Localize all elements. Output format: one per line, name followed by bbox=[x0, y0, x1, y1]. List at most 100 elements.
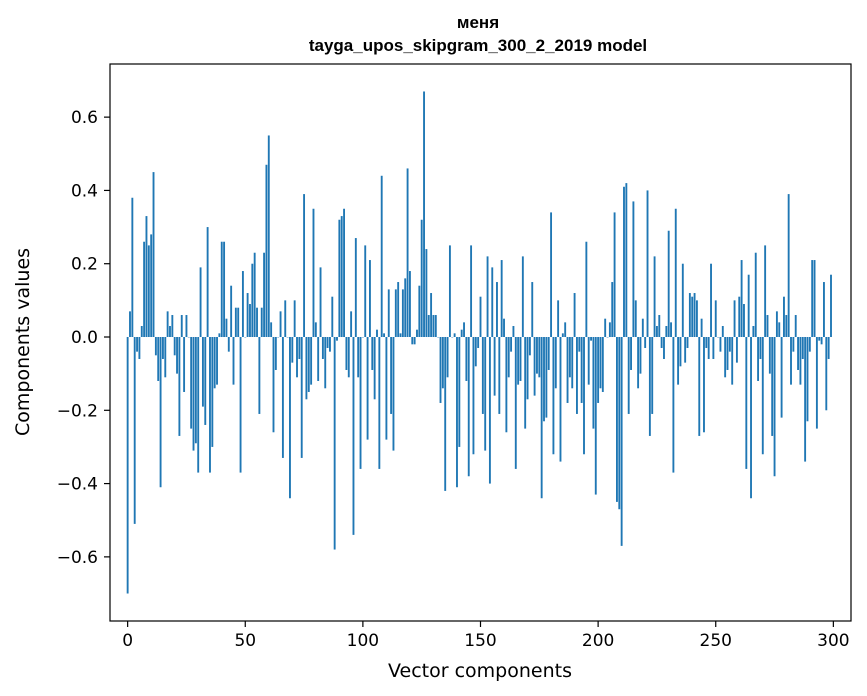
bar-148 bbox=[474, 337, 477, 367]
bar-282 bbox=[790, 337, 792, 385]
bar-261 bbox=[740, 260, 743, 337]
bar-111 bbox=[387, 289, 390, 338]
bar-221 bbox=[646, 190, 649, 337]
bar-173 bbox=[533, 337, 536, 396]
bar-239 bbox=[688, 293, 691, 337]
bar-229 bbox=[665, 326, 668, 337]
bar-159 bbox=[500, 260, 503, 337]
bar-164 bbox=[512, 326, 515, 337]
bar-103 bbox=[369, 260, 371, 337]
bar-222 bbox=[648, 337, 651, 436]
bar-265 bbox=[750, 337, 752, 499]
bar-210 bbox=[620, 337, 623, 546]
bar-93 bbox=[345, 337, 348, 370]
bar-92 bbox=[343, 208, 345, 338]
bar-95 bbox=[350, 311, 353, 337]
bar-299 bbox=[830, 274, 832, 338]
bar-279 bbox=[783, 296, 785, 337]
bar-72 bbox=[296, 337, 298, 378]
bar-145 bbox=[467, 337, 470, 477]
bar-178 bbox=[545, 337, 548, 418]
bar-160 bbox=[503, 318, 505, 337]
bar-101 bbox=[364, 245, 367, 337]
bar-105 bbox=[373, 337, 376, 400]
bar-284 bbox=[794, 315, 797, 338]
y-axis-label: Components values bbox=[12, 248, 34, 436]
y-tick-label: −0.6 bbox=[57, 548, 98, 568]
bar-6 bbox=[140, 326, 143, 337]
bar-292 bbox=[813, 260, 816, 337]
bar-142 bbox=[460, 329, 463, 337]
bar-121 bbox=[411, 337, 414, 345]
bar-287 bbox=[801, 337, 804, 359]
chart-title-line-2: tayga_upos_skipgram_300_2_2019 model bbox=[309, 36, 647, 55]
x-axis-label: Vector components bbox=[388, 660, 572, 682]
bar-212 bbox=[625, 183, 628, 338]
bar-110 bbox=[385, 337, 388, 440]
bar-250 bbox=[714, 300, 717, 337]
bar-168 bbox=[521, 256, 524, 337]
bar-180 bbox=[550, 212, 553, 337]
bar-260 bbox=[738, 296, 741, 337]
bar-35 bbox=[209, 337, 211, 473]
bar-257 bbox=[731, 337, 734, 385]
bar-174 bbox=[536, 337, 538, 374]
bar-3 bbox=[133, 337, 136, 524]
bar-34 bbox=[206, 227, 209, 337]
bar-191 bbox=[576, 337, 578, 414]
bar-290 bbox=[808, 337, 811, 352]
bar-47 bbox=[237, 307, 240, 338]
bar-55 bbox=[256, 307, 258, 338]
bar-277 bbox=[778, 322, 781, 338]
y-tick-label: 0.0 bbox=[71, 328, 98, 348]
bar-28 bbox=[192, 337, 195, 451]
bar-172 bbox=[531, 282, 534, 338]
bar-171 bbox=[528, 337, 531, 356]
bar-67 bbox=[284, 300, 287, 337]
bar-197 bbox=[590, 337, 592, 341]
bar-246 bbox=[705, 337, 708, 348]
bar-125 bbox=[420, 219, 423, 337]
bar-147 bbox=[472, 337, 475, 455]
bar-281 bbox=[787, 194, 790, 337]
bar-135 bbox=[444, 337, 447, 491]
bar-45 bbox=[232, 337, 235, 385]
bar-231 bbox=[670, 322, 672, 338]
bar-140 bbox=[456, 337, 458, 488]
bar-2 bbox=[131, 197, 134, 337]
bar-192 bbox=[578, 337, 581, 352]
bar-74 bbox=[300, 337, 303, 458]
bar-130 bbox=[432, 315, 435, 338]
bar-91 bbox=[340, 216, 343, 338]
bar-223 bbox=[651, 337, 654, 414]
bar-61 bbox=[270, 322, 273, 338]
bar-157 bbox=[496, 282, 498, 338]
bar-152 bbox=[484, 337, 487, 451]
bar-218 bbox=[639, 337, 642, 374]
bar-53 bbox=[251, 263, 254, 337]
bar-17 bbox=[166, 311, 169, 337]
bar-41 bbox=[223, 241, 226, 338]
bar-series bbox=[126, 91, 832, 594]
bar-90 bbox=[338, 219, 341, 337]
bar-4 bbox=[136, 337, 138, 352]
bar-262 bbox=[743, 304, 745, 337]
bar-203 bbox=[604, 318, 607, 337]
bar-242 bbox=[695, 300, 698, 337]
bar-94 bbox=[347, 337, 350, 378]
bar-288 bbox=[804, 337, 807, 462]
bar-36 bbox=[211, 337, 214, 447]
bar-240 bbox=[691, 296, 694, 337]
bar-77 bbox=[307, 337, 310, 392]
bar-297 bbox=[825, 337, 828, 411]
bar-245 bbox=[703, 337, 705, 433]
bar-181 bbox=[552, 337, 555, 455]
bar-196 bbox=[587, 337, 590, 385]
bar-108 bbox=[380, 175, 383, 338]
bar-131 bbox=[434, 315, 437, 338]
bar-194 bbox=[583, 337, 585, 455]
bar-273 bbox=[768, 337, 771, 374]
bar-79 bbox=[312, 208, 315, 338]
bar-13 bbox=[157, 337, 160, 381]
bar-29 bbox=[194, 337, 197, 444]
